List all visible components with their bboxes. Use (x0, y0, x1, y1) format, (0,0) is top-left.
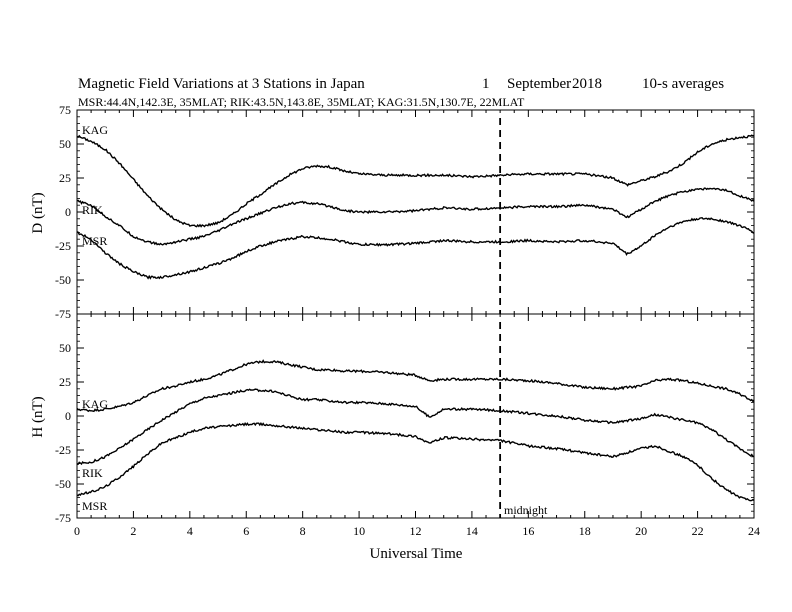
chart-title: Magnetic Field Variations at 3 Stations … (78, 76, 365, 92)
midnight-annotation: midnight (504, 503, 548, 517)
x-tick-label: 20 (635, 524, 647, 538)
y-tick-label: 50 (59, 137, 71, 151)
series-line-rik (76, 388, 754, 466)
chart-title-year: 2018 (572, 76, 602, 92)
y-tick-label: -75 (55, 307, 71, 321)
x-tick-label: 2 (130, 524, 136, 538)
x-tick-label: 18 (579, 524, 591, 538)
series-line-msr (76, 216, 755, 280)
h-panel-ylabel: H (nT) (30, 396, 46, 437)
y-tick-label: 25 (59, 375, 71, 389)
y-tick-label: 0 (65, 409, 71, 423)
d-panel-ylabel: D (nT) (30, 192, 46, 233)
series-line-rik (76, 187, 755, 246)
series-line-msr (76, 421, 755, 502)
x-tick-label: 14 (466, 524, 478, 538)
y-tick-label: 75 (59, 103, 71, 117)
y-tick-label: 25 (59, 171, 71, 185)
y-tick-label: -25 (55, 239, 71, 253)
x-tick-label: 22 (692, 524, 704, 538)
x-tick-label: 24 (748, 524, 760, 538)
d-panel-frame (76, 109, 755, 315)
x-tick-label: 4 (187, 524, 193, 538)
series-label-msr: MSR (82, 234, 107, 248)
x-tick-label: 8 (300, 524, 306, 538)
y-tick-label: -50 (55, 477, 71, 491)
series-label-rik: RIK (82, 466, 103, 480)
station-list-subtitle: MSR:44.4N,142.3E, 35MLAT; RIK:43.5N,143.… (78, 95, 525, 109)
x-tick-label: 6 (243, 524, 249, 538)
data-lines: KAG RIK MSR KAG RIK MSR (76, 118, 755, 518)
series-label-msr: MSR (82, 499, 107, 513)
y-tick-label: -50 (55, 273, 71, 287)
x-tick-label: 16 (522, 524, 534, 538)
x-axis-label: Universal Time (370, 546, 463, 562)
series-label-kag: KAG (82, 397, 108, 411)
chart-title-averaging: 10-s averages (642, 76, 724, 92)
y-tick-label: -75 (55, 511, 71, 525)
chart-title-month: September (507, 76, 571, 92)
series-line-kag (76, 359, 755, 413)
y-tick-label: 0 (65, 205, 71, 219)
x-tick-label: 12 (410, 524, 422, 538)
series-label-kag: KAG (82, 123, 108, 137)
series-line-kag (76, 134, 755, 228)
series-label-rik: RIK (82, 203, 103, 217)
y-tick-label: -25 (55, 443, 71, 457)
chart-title-day: 1 (482, 76, 490, 92)
y-tick-label: 50 (59, 341, 71, 355)
x-tick-label: 0 (74, 524, 80, 538)
x-tick-label: 10 (353, 524, 365, 538)
